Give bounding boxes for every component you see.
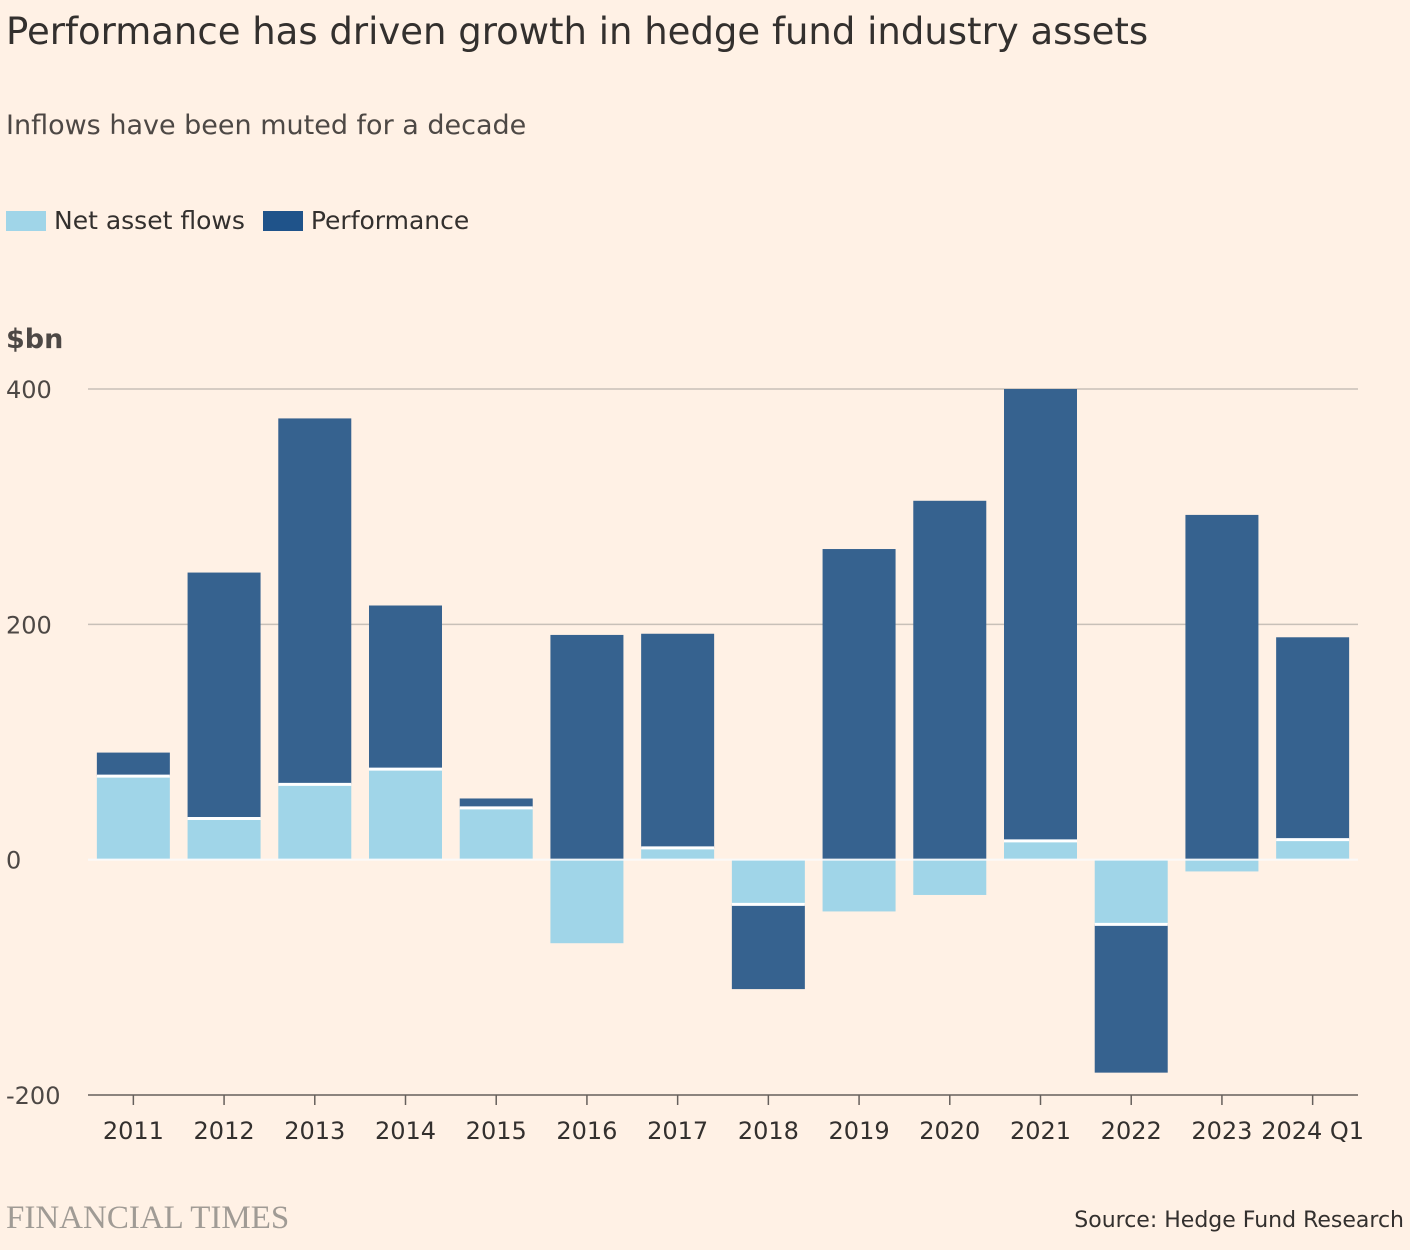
- x-tick-label: 2018: [738, 1117, 799, 1145]
- x-tick-label: 2022: [1101, 1117, 1162, 1145]
- x-tick-label: 2015: [466, 1117, 527, 1145]
- y-tick-label: 200: [6, 611, 52, 639]
- bar-flows: [278, 784, 352, 860]
- bar-performance: [459, 798, 533, 808]
- x-tick-label: 2024 Q1: [1261, 1117, 1364, 1145]
- legend-label-flows: Net asset flows: [54, 206, 245, 235]
- y-tick-label: 400: [6, 376, 52, 404]
- bar-flows: [1185, 859, 1259, 872]
- ft-logo: FINANCIAL TIMES: [6, 1200, 290, 1236]
- bar-flows: [913, 859, 987, 895]
- bar-performance: [278, 418, 352, 785]
- bar-flows: [369, 769, 442, 860]
- legend-swatch-flows: [6, 210, 46, 231]
- bar-flows: [1004, 840, 1077, 860]
- legend: Net asset flows Performance: [6, 206, 487, 235]
- bar-flows: [731, 859, 805, 905]
- x-tick-label: 2012: [194, 1117, 255, 1145]
- x-tick-label: 2017: [647, 1117, 708, 1145]
- x-tick-label: 2019: [829, 1117, 890, 1145]
- bar-performance: [1004, 389, 1077, 841]
- bar-performance: [913, 500, 987, 860]
- y-tick-label: 0: [6, 847, 21, 875]
- bar-performance: [1185, 514, 1259, 860]
- legend-item-flows: Net asset flows: [6, 206, 245, 235]
- bar-flows: [96, 776, 170, 860]
- source-note: Source: Hedge Fund Research: [1074, 1208, 1404, 1233]
- bar-flows: [1094, 859, 1168, 925]
- bar-performance: [369, 605, 442, 770]
- x-tick-label: 2023: [1191, 1117, 1252, 1145]
- bar-flows: [459, 807, 533, 860]
- bar-performance: [187, 572, 261, 819]
- bar-flows: [550, 859, 624, 944]
- bar-performance: [1094, 924, 1168, 1073]
- x-tick-label: 2016: [556, 1117, 617, 1145]
- y-axis-unit: $bn: [6, 324, 64, 355]
- legend-item-performance: Performance: [262, 206, 470, 235]
- x-tick-label: 2020: [919, 1117, 980, 1145]
- chart-subtitle: Inflows have been muted for a decade: [6, 110, 527, 141]
- bar-flows: [187, 818, 261, 860]
- bar-performance: [822, 549, 896, 860]
- bar-chart: -200 0 200 400 2011 2012 2013 2014 2015 2016 2017 2…: [6, 376, 1364, 1145]
- bar-performance: [550, 634, 624, 860]
- bar-flows: [641, 847, 715, 860]
- bar-flows: [1276, 839, 1350, 860]
- chart-title: Performance has driven growth in hedge f…: [6, 10, 1149, 53]
- bar-performance: [641, 633, 715, 848]
- bar-performance: [1276, 637, 1350, 840]
- bar-flows: [822, 859, 896, 912]
- x-tick-label: 2021: [1010, 1117, 1071, 1145]
- legend-label-performance: Performance: [310, 206, 470, 235]
- y-tick-label: -200: [6, 1082, 60, 1110]
- x-tick-label: 2014: [375, 1117, 436, 1145]
- legend-swatch-performance: [262, 210, 303, 231]
- x-tick-label: 2011: [103, 1117, 164, 1145]
- bar-performance: [731, 904, 805, 990]
- bar-performance: [96, 752, 170, 777]
- x-tick-label: 2013: [284, 1117, 345, 1145]
